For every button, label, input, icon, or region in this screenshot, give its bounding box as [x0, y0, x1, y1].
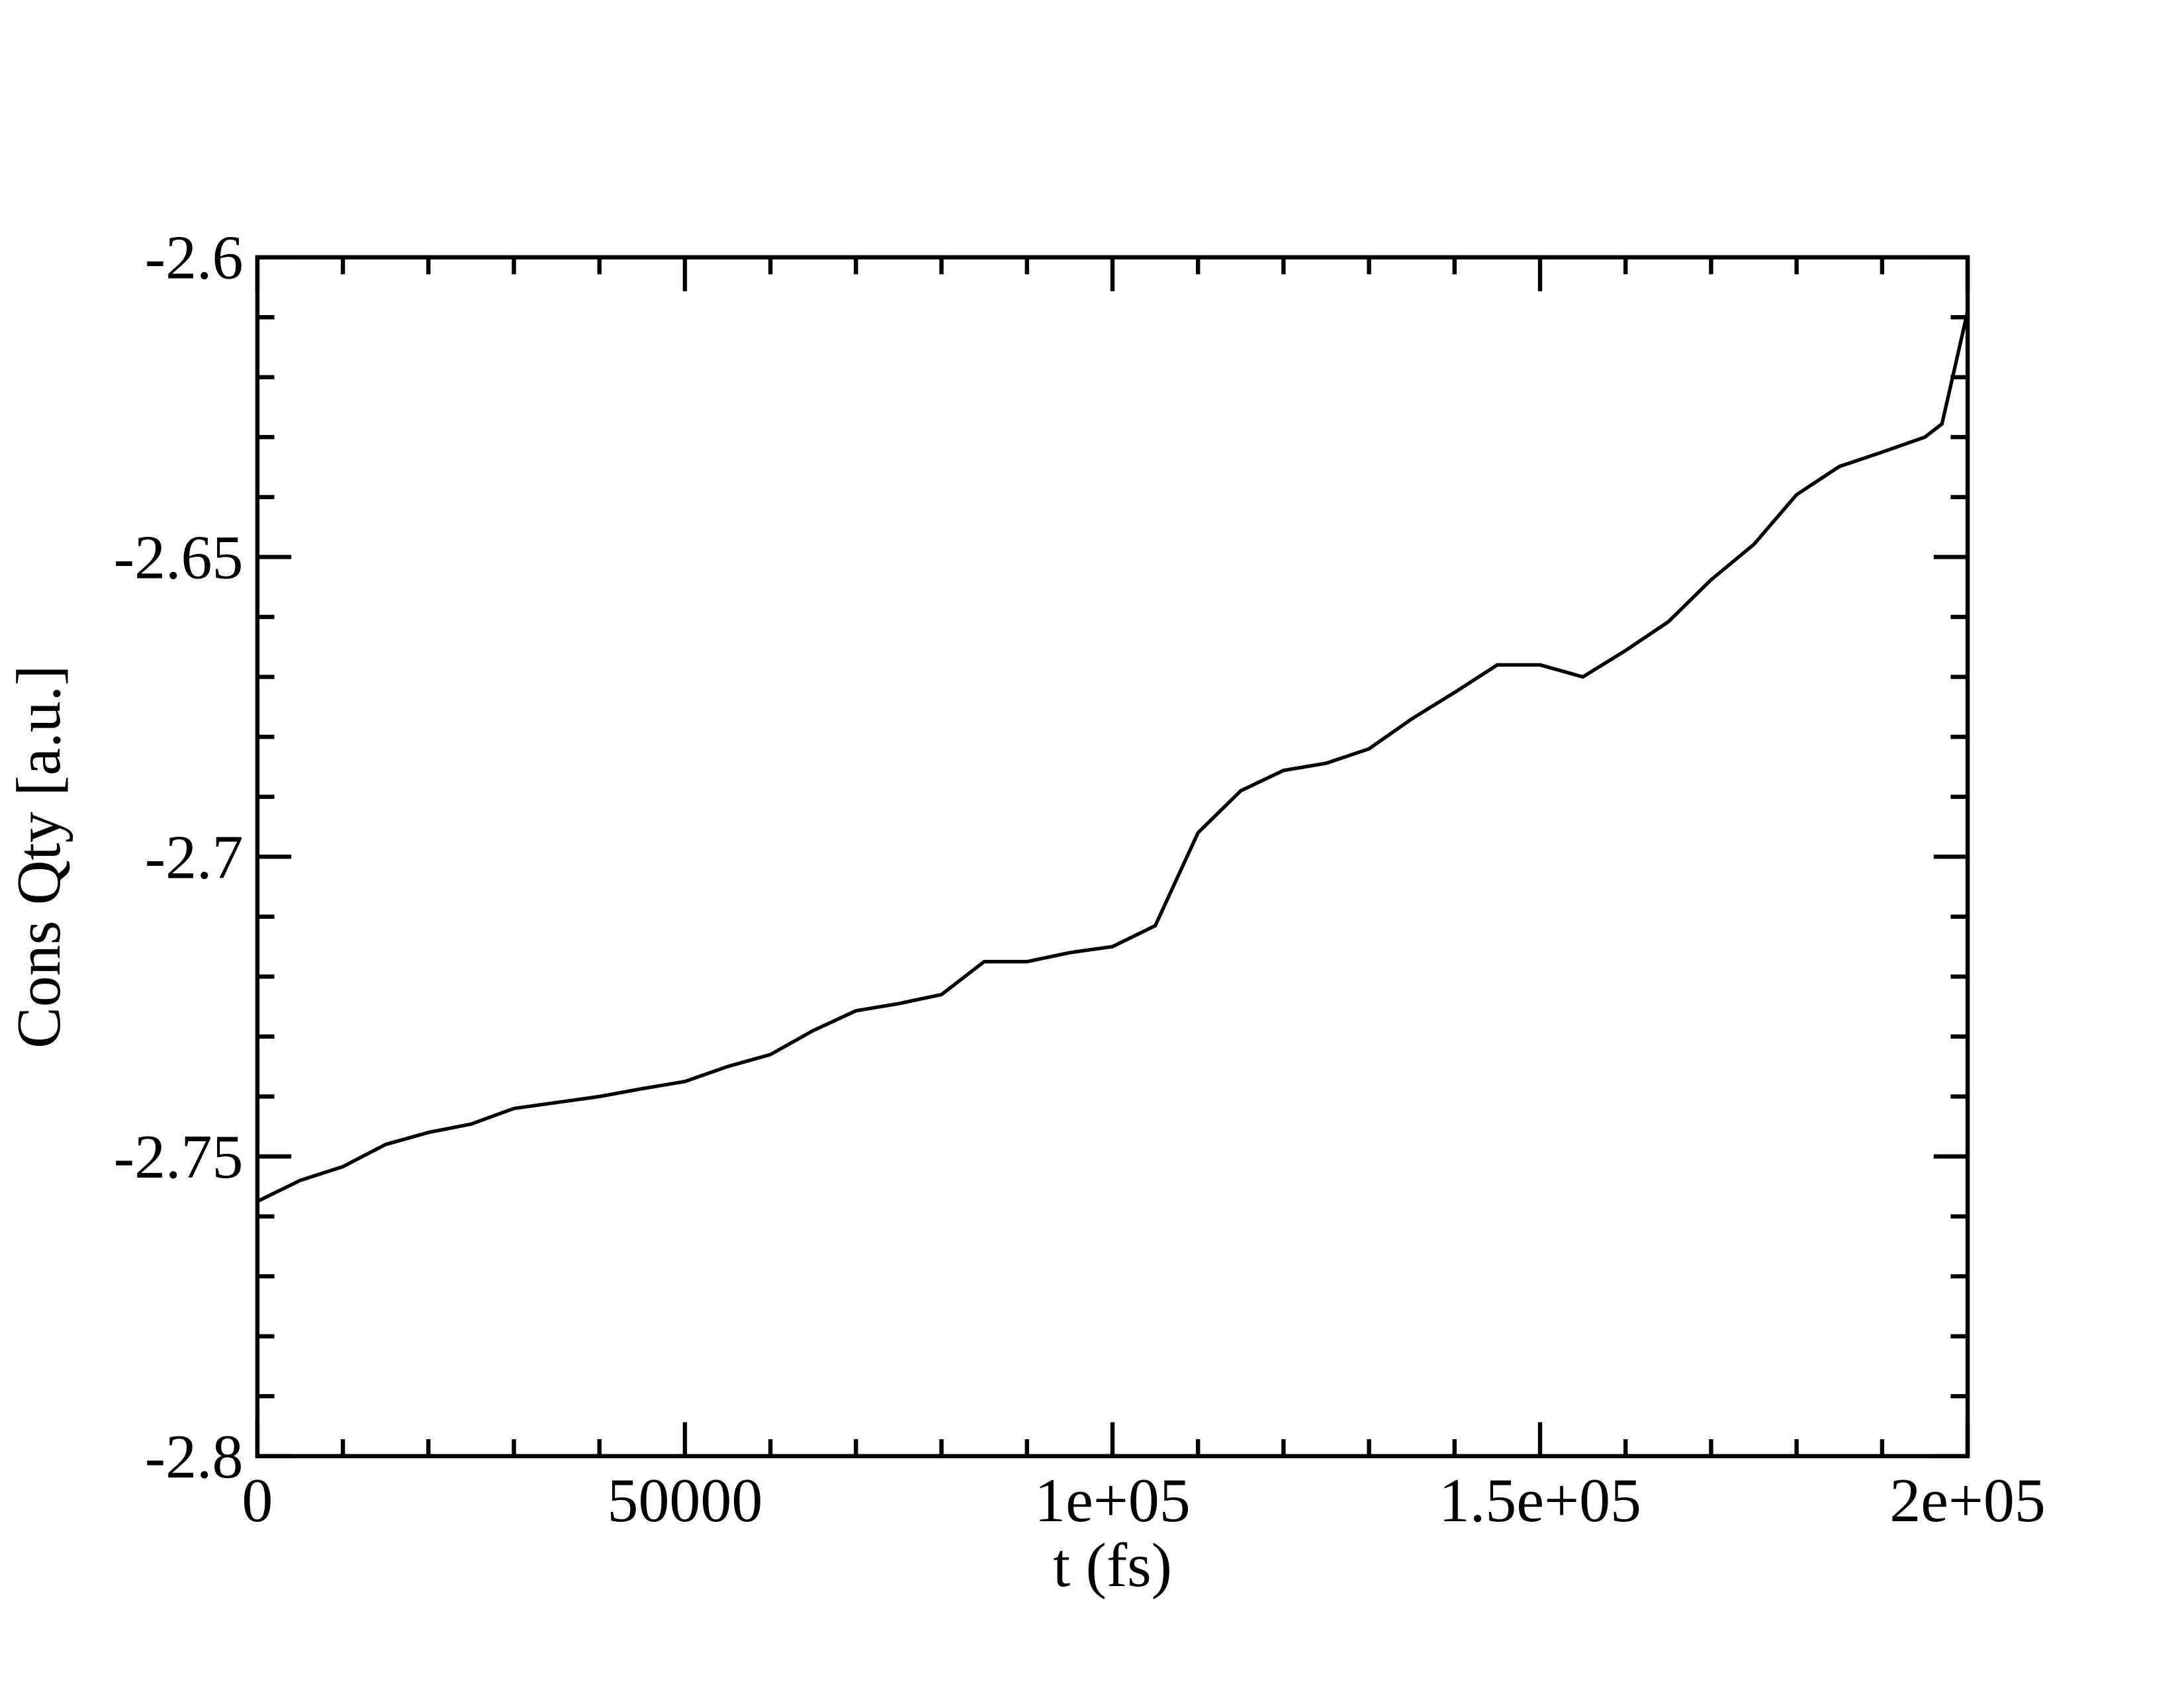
x-axis-label: t (fs)	[1053, 1531, 1172, 1600]
x-tick-label: 1.5e+05	[1439, 1466, 1641, 1535]
x-tick-label: 2e+05	[1889, 1466, 2046, 1535]
y-tick-label: -2.65	[114, 523, 244, 592]
x-tick-label: 0	[242, 1466, 273, 1535]
x-tick-label: 50000	[607, 1466, 762, 1535]
y-tick-label: -2.75	[114, 1123, 244, 1192]
y-tick-label: -2.7	[145, 823, 244, 892]
y-tick-label: -2.8	[145, 1423, 244, 1491]
y-axis-label: Cons Qty [a.u.]	[5, 665, 73, 1049]
data-line	[256, 310, 1970, 1203]
plot-frame	[255, 255, 1970, 1458]
x-tick-label: 1e+05	[1034, 1466, 1191, 1535]
y-tick-label: -2.6	[145, 224, 244, 293]
